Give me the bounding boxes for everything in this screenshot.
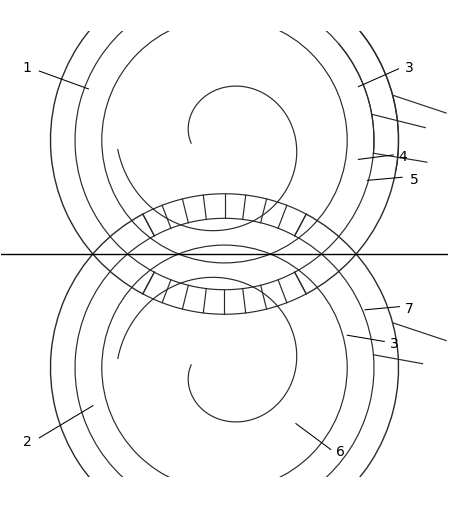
Text: 3: 3 [390,336,398,351]
Text: 5: 5 [410,173,418,187]
Text: 7: 7 [405,302,414,316]
Text: 6: 6 [336,444,345,458]
Text: 3: 3 [405,61,414,74]
Text: 4: 4 [399,150,407,163]
Text: 1: 1 [23,61,32,74]
Text: 2: 2 [23,435,31,448]
